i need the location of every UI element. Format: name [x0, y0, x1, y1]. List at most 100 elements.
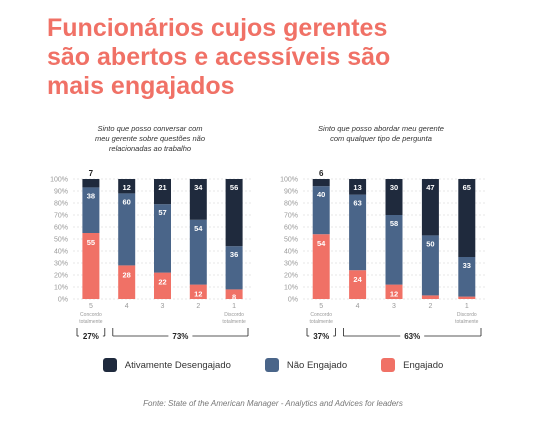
bar-segment — [458, 296, 476, 299]
bar-segment — [154, 272, 171, 299]
data-label: 56 — [230, 183, 238, 192]
x-tick-label: 4 — [125, 303, 129, 310]
data-label: 12 — [123, 183, 131, 192]
title-line: são abertos e acessíveis são — [47, 43, 391, 71]
y-tick-label: 50% — [54, 237, 68, 244]
x-tick-label: 4 — [356, 303, 360, 310]
title-line: Funcionários cujos gerentes — [47, 14, 388, 42]
x-sublabel: Concordo — [310, 312, 332, 318]
bar-segment — [82, 233, 100, 299]
y-tick-label: 60% — [284, 225, 298, 232]
data-label: 34 — [194, 183, 203, 192]
title-line: mais engajados — [47, 72, 235, 100]
x-tick-label: 5 — [89, 303, 93, 310]
bar-segment — [349, 270, 367, 299]
bar-segment — [154, 204, 171, 273]
bar-segment — [189, 179, 207, 220]
y-tick-label: 0% — [58, 297, 68, 304]
x-sublabel: totalmente — [222, 319, 246, 325]
data-label: 36 — [230, 250, 238, 259]
x-tick-label: 2 — [428, 303, 432, 310]
x-sublabel: totalmente — [310, 319, 334, 325]
x-tick-label: 1 — [232, 303, 236, 310]
data-label: 6 — [319, 169, 324, 178]
data-label: 24 — [353, 275, 362, 284]
x-tick-label: 3 — [392, 303, 396, 310]
legend-swatch — [381, 358, 396, 372]
y-tick-label: 80% — [54, 201, 68, 208]
bar-segment — [458, 179, 476, 257]
data-label: 13 — [353, 183, 361, 192]
data-label: 60 — [123, 197, 131, 206]
bar-segment — [349, 179, 367, 195]
x-sublabel: Concordo — [80, 312, 102, 318]
y-tick-label: 20% — [54, 273, 68, 280]
y-tick-label: 30% — [54, 261, 68, 268]
bar-segment — [82, 179, 100, 188]
bar-segment — [225, 289, 243, 299]
data-label: 65 — [463, 183, 471, 192]
y-tick-label: 0% — [288, 297, 298, 304]
y-tick-label: 40% — [54, 249, 68, 256]
bar-segment — [312, 186, 330, 235]
bar-segment — [225, 179, 243, 247]
x-tick-label: 3 — [161, 303, 165, 310]
data-label: 30 — [390, 183, 398, 192]
y-tick-label: 60% — [54, 225, 68, 232]
bar-segment — [458, 257, 476, 297]
y-tick-label: 90% — [54, 189, 68, 196]
legend-item-engajado: Engajado — [381, 358, 443, 372]
bar-segment — [385, 284, 403, 299]
x-sublabel: totalmente — [79, 319, 103, 325]
x-sublabel: Discordo — [457, 312, 477, 318]
group-label: 27% — [83, 332, 99, 341]
data-label: 28 — [123, 270, 131, 279]
group-label: 63% — [404, 332, 420, 341]
bar-segment — [385, 179, 403, 215]
legend-swatch — [264, 358, 279, 372]
data-label: 50 — [426, 239, 434, 248]
y-tick-label: 10% — [284, 285, 298, 292]
y-tick-label: 90% — [284, 189, 298, 196]
legend-label: Engajado — [403, 359, 444, 371]
bar-segment — [154, 179, 171, 205]
chart-subtitle: Sinto que posso abordar meu gerente — [318, 124, 444, 133]
y-tick-label: 100% — [280, 177, 298, 184]
bar-segment — [312, 234, 330, 299]
group-label: 37% — [313, 332, 329, 341]
data-label: 57 — [158, 208, 166, 217]
legend-label: Ativamente Desengajado — [124, 359, 231, 371]
bar-segment — [349, 194, 367, 271]
source-note: Fonte: State of the American Manager - A… — [143, 399, 403, 408]
y-tick-label: 80% — [284, 201, 298, 208]
legend-item-nao-engajado: Não Engajado — [264, 358, 348, 372]
bar-segment — [118, 179, 136, 194]
bar-segment — [82, 187, 100, 233]
x-sublabel: totalmente — [455, 319, 479, 325]
data-label: 12 — [390, 290, 398, 299]
y-tick-label: 20% — [284, 273, 298, 280]
chart-subtitle: relacionadas ao trabalho — [109, 144, 191, 153]
bar-segment — [421, 295, 439, 299]
chart-subtitle: com qualquer tipo de pergunta — [330, 134, 432, 143]
bar-segment — [189, 219, 207, 285]
x-tick-label: 1 — [465, 303, 469, 310]
data-label: 21 — [158, 183, 166, 192]
data-label: 58 — [390, 219, 398, 228]
data-label: 12 — [194, 290, 202, 299]
page-title: Funcionários cujos gerentes são abertos … — [47, 14, 517, 101]
legend-label: Não Engajado — [286, 359, 348, 371]
y-tick-label: 70% — [284, 213, 298, 220]
data-label: 8 — [232, 292, 236, 301]
bar-segment — [225, 246, 243, 290]
bar-segment — [189, 284, 207, 299]
data-label: 63 — [353, 199, 361, 208]
bar-segment — [421, 179, 439, 236]
group-label: 73% — [172, 332, 188, 341]
data-label: 47 — [426, 183, 434, 192]
data-label: 40 — [317, 190, 325, 199]
data-label: 38 — [87, 191, 95, 200]
data-label: 55 — [87, 238, 95, 247]
y-tick-label: 40% — [284, 249, 298, 256]
chart-subtitle: Sinto que posso conversar com — [97, 124, 202, 133]
